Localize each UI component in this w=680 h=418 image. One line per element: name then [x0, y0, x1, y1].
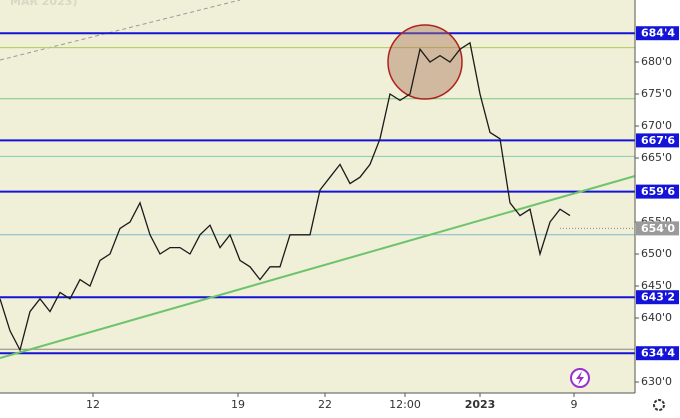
- y-tick-label: 650'0: [641, 247, 672, 260]
- x-tick-label: 12:00: [389, 398, 421, 411]
- highlight-circle: [387, 24, 463, 100]
- trendline: [0, 175, 636, 359]
- level-label: 667'6: [641, 134, 675, 147]
- level-label: 634'4: [641, 347, 675, 360]
- axis-background: [0, 393, 635, 418]
- level-box: [636, 184, 679, 199]
- dashed-trendline: [0, 0, 241, 61]
- last-price-box: [636, 221, 679, 236]
- plot-background: [0, 0, 635, 393]
- price-line: [0, 41, 571, 352]
- x-tick-label: 19: [231, 398, 245, 411]
- level-box: [636, 290, 679, 305]
- x-tick-label: 2023: [465, 398, 496, 411]
- lightning-bolt: [576, 371, 584, 385]
- y-tick-label: 665'0: [641, 151, 672, 164]
- level-label: 659'6: [641, 185, 675, 198]
- level-box: [636, 346, 679, 361]
- level-box: [636, 26, 679, 41]
- y-tick-label: 680'0: [641, 55, 672, 68]
- y-tick-label: 640'0: [641, 311, 672, 324]
- x-tick-label: 9: [571, 398, 578, 411]
- watermark: MAR 2023): [10, 0, 77, 8]
- y-tick-label: 645'0: [641, 279, 672, 292]
- y-tick-label: 675'0: [641, 87, 672, 100]
- x-tick-label: 22: [318, 398, 332, 411]
- settings-icon[interactable]: [653, 399, 665, 411]
- level-label: 684'4: [641, 27, 675, 40]
- last-price-label: 654'0: [641, 222, 675, 235]
- y-tick-label: 630'0: [641, 375, 672, 388]
- y-tick-label: 670'0: [641, 119, 672, 132]
- level-box: [636, 133, 679, 148]
- level-label: 643'2: [641, 291, 675, 304]
- x-tick-label: 12: [86, 398, 100, 411]
